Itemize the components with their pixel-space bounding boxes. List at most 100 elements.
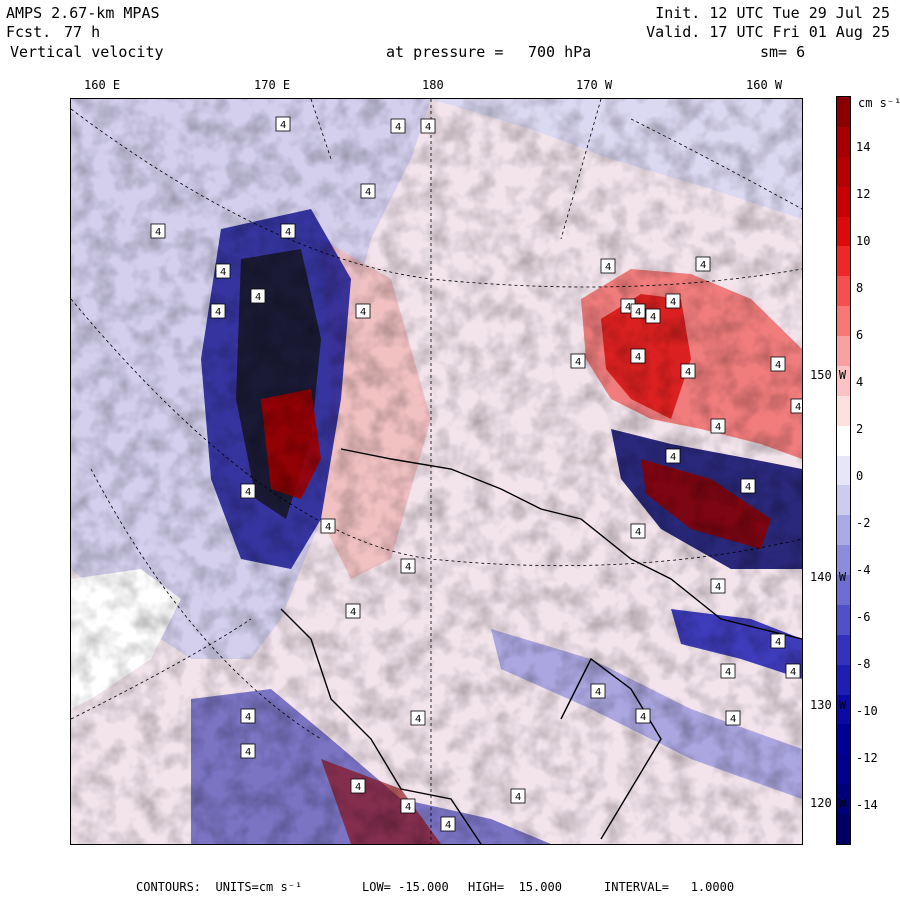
svg-text:4: 4 — [575, 357, 581, 368]
colorbar-units: cm s⁻¹ — [858, 96, 900, 110]
lat-label-150w: 150 W — [810, 368, 847, 382]
value-marker: 4 — [280, 223, 296, 239]
svg-text:4: 4 — [220, 267, 226, 278]
value-marker: 4 — [350, 778, 366, 794]
value-marker: 4 — [355, 303, 371, 319]
colorbar-tick-label: 14 — [856, 140, 871, 154]
value-marker: 4 — [770, 356, 786, 372]
svg-text:4: 4 — [725, 667, 731, 678]
svg-text:4: 4 — [280, 120, 286, 131]
lat-label-120w: 120 W — [810, 796, 847, 810]
value-marker: 4 — [630, 523, 646, 539]
colorbar-segment — [837, 276, 850, 307]
pressure-label: at pressure = — [386, 43, 504, 61]
value-marker: 4 — [570, 353, 586, 369]
init-time: Init. 12 UTC Tue 29 Jul 25 — [655, 4, 890, 22]
value-marker: 4 — [210, 303, 226, 319]
svg-text:4: 4 — [360, 307, 366, 318]
svg-text:4: 4 — [405, 562, 411, 573]
svg-text:4: 4 — [685, 367, 691, 378]
svg-text:4: 4 — [350, 607, 356, 618]
svg-text:4: 4 — [365, 187, 371, 198]
colorbar-segment — [837, 306, 850, 336]
colorbar-segment — [837, 246, 850, 277]
lat-label-130w: 130 W — [810, 698, 847, 712]
lon-label-160e: 160 E — [84, 78, 121, 92]
footer-high: HIGH= 15.000 — [468, 880, 562, 894]
value-marker: 4 — [665, 293, 681, 309]
svg-text:4: 4 — [425, 122, 431, 133]
svg-text:4: 4 — [245, 747, 251, 758]
pressure-value: 700 hPa — [528, 43, 592, 61]
value-marker: 4 — [680, 363, 696, 379]
colorbar-segment — [837, 694, 850, 725]
value-marker: 4 — [215, 263, 231, 279]
value-marker: 4 — [420, 118, 436, 134]
model-title: AMPS 2.67-km MPAS — [6, 4, 160, 22]
value-marker: 4 — [250, 288, 266, 304]
colorbar-segment — [837, 545, 850, 575]
colorbar-segment — [837, 604, 850, 635]
colorbar-tick-label: 4 — [856, 375, 864, 389]
svg-text:4: 4 — [790, 667, 796, 678]
svg-text:4: 4 — [640, 712, 646, 723]
svg-text:4: 4 — [775, 637, 781, 648]
value-marker: 4 — [320, 518, 336, 534]
svg-text:4: 4 — [635, 352, 641, 363]
footer-interval: INTERVAL= 1.0000 — [604, 880, 735, 894]
graticule — [71, 99, 802, 844]
svg-text:4: 4 — [395, 122, 401, 133]
lon-label-170w: 170 W — [576, 78, 613, 92]
colorbar-tick-label: -10 — [856, 704, 878, 718]
colorbar-segment — [837, 365, 850, 396]
colorbar-segment — [837, 485, 850, 516]
colorbar-segment — [837, 814, 850, 844]
colorbar-tick-label: 10 — [856, 234, 871, 248]
colorbar-segment — [837, 575, 850, 605]
colorbar-tick-label: -14 — [856, 798, 878, 812]
colorbar-segment — [837, 216, 850, 247]
value-marker: 4 — [695, 256, 711, 272]
colorbar-segment — [837, 126, 850, 157]
colorbar-segment — [837, 425, 850, 456]
colorbar-tick-label: 2 — [856, 422, 864, 436]
svg-text:4: 4 — [605, 262, 611, 273]
value-marker: 4 — [710, 418, 726, 434]
lon-label-170e: 170 E — [254, 78, 291, 92]
colorbar-tick-label: -8 — [856, 657, 871, 671]
value-marker: 4 — [150, 223, 166, 239]
colorbar-segment — [837, 664, 850, 695]
svg-text:4: 4 — [245, 712, 251, 723]
value-marker: 4 — [240, 743, 256, 759]
svg-text:4: 4 — [715, 422, 721, 433]
field-name: Vertical velocity — [10, 43, 164, 61]
colorbar-tick-label: -6 — [856, 610, 871, 624]
value-marker: 4 — [240, 483, 256, 499]
svg-text:4: 4 — [415, 714, 421, 725]
svg-text:4: 4 — [700, 260, 706, 271]
value-marker: 4 — [720, 663, 736, 679]
colorbar-segment — [837, 97, 850, 127]
value-marker: 4 — [630, 303, 646, 319]
value-marker: 4 — [400, 558, 416, 574]
value-marker: 4 — [710, 578, 726, 594]
svg-text:4: 4 — [325, 522, 331, 533]
colorbar-segment — [837, 754, 850, 785]
value-marker: 4 — [770, 633, 786, 649]
svg-text:4: 4 — [715, 582, 721, 593]
value-marker: 4 — [725, 710, 741, 726]
value-marker: 4 — [390, 118, 406, 134]
lat-label-140w: 140 W — [810, 570, 847, 584]
colorbar-segment — [837, 336, 850, 366]
svg-text:4: 4 — [355, 782, 361, 793]
value-marker: 4 — [410, 710, 426, 726]
svg-text:4: 4 — [285, 227, 291, 238]
forecast-hours: 77 h — [64, 23, 101, 41]
svg-text:4: 4 — [635, 307, 641, 318]
smoothing-label: sm= 6 — [760, 43, 806, 61]
value-marker: 4 — [590, 683, 606, 699]
value-marker: 4 — [600, 258, 616, 274]
svg-text:4: 4 — [745, 482, 751, 493]
svg-text:4: 4 — [775, 360, 781, 371]
value-marker: 4 — [630, 348, 646, 364]
